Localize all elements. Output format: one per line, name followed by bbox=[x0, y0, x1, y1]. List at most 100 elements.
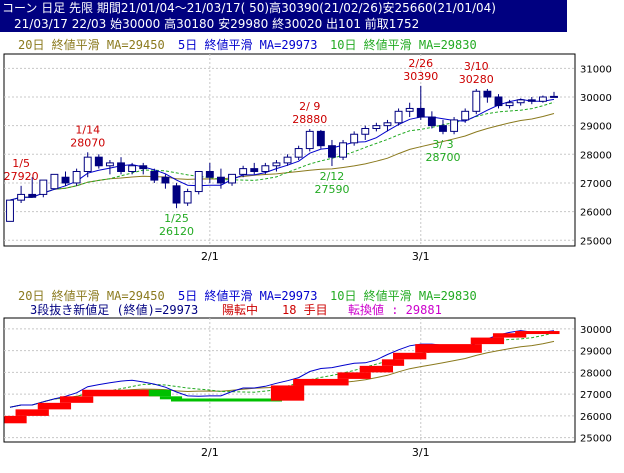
break-brick bbox=[293, 378, 349, 386]
candle-body bbox=[505, 102, 514, 107]
lower-ytick-label: 30000 bbox=[580, 325, 612, 336]
candle-body bbox=[328, 145, 336, 158]
lower-ytick-label: 26000 bbox=[580, 412, 612, 423]
candle-body bbox=[239, 168, 248, 175]
candle-body bbox=[483, 90, 492, 98]
break-brick bbox=[159, 396, 183, 400]
candle-body bbox=[17, 193, 26, 201]
candle-body bbox=[83, 156, 92, 172]
break-brick bbox=[492, 333, 527, 338]
candle-body bbox=[494, 96, 503, 107]
candle-body bbox=[105, 162, 114, 167]
upper-plot-frame bbox=[3, 53, 576, 247]
candle-body bbox=[305, 130, 314, 150]
ma20-line bbox=[9, 113, 555, 201]
annotation-value: 27590 bbox=[314, 183, 349, 196]
header-line-1: コーン 日足 先限 期間21/01/04〜21/03/17( 50)高30390… bbox=[0, 0, 567, 16]
candle-body bbox=[117, 162, 125, 172]
break-brick bbox=[337, 372, 371, 379]
header-line-2: 21/03/17 22/03 始30000 高30180 安29980 終300… bbox=[0, 16, 567, 32]
lower-y-ticks: 25000 26000 27000 28000 29000 30000 bbox=[580, 325, 612, 445]
break-brick bbox=[470, 337, 505, 345]
candle-body bbox=[183, 191, 192, 204]
break-brick bbox=[15, 409, 49, 416]
candle-body bbox=[39, 179, 48, 195]
candle-body bbox=[216, 176, 225, 184]
upper-legend-ma5: 5日 終値平滑 MA=29973 bbox=[178, 37, 317, 52]
upper-legend-ma10: 10日 終値平滑 MA=29830 bbox=[330, 37, 477, 52]
candle-body bbox=[72, 170, 81, 184]
break-brick bbox=[82, 389, 160, 397]
annotation-value: 30390 bbox=[403, 70, 438, 83]
candle-body bbox=[294, 148, 303, 158]
candle-body bbox=[228, 173, 236, 184]
candlesticks bbox=[6, 85, 558, 222]
break-brick bbox=[148, 389, 171, 397]
candle-body bbox=[550, 95, 558, 98]
chart-header: コーン 日足 先限 期間21/01/04〜21/03/17( 50)高30390… bbox=[0, 0, 624, 32]
candle-body bbox=[205, 170, 214, 178]
lower-legend-ma10: 10日 終値平滑 MA=29830 bbox=[330, 288, 477, 303]
upper-y-ticks: 25000 26000 27000 28000 29000 30000 31000 bbox=[580, 64, 612, 247]
lower-legend-ma5: 5日 終値平滑 MA=29973 bbox=[178, 288, 317, 303]
annotation-value: 26120 bbox=[159, 225, 194, 238]
break-brick bbox=[4, 415, 27, 424]
candle-body bbox=[538, 96, 547, 102]
upper-ytick-label: 26000 bbox=[580, 208, 612, 219]
lower-ytick-label: 28000 bbox=[580, 368, 612, 379]
break-bricks bbox=[4, 331, 560, 424]
ma10-line bbox=[9, 101, 555, 201]
candle-body bbox=[405, 107, 414, 112]
lower-ytick-label: 29000 bbox=[580, 347, 612, 358]
ma5-line bbox=[9, 98, 555, 201]
candle-body bbox=[527, 99, 536, 102]
candle-body bbox=[372, 125, 381, 130]
candle-body bbox=[194, 170, 203, 193]
break-brick bbox=[415, 344, 482, 353]
candle-body bbox=[250, 168, 259, 172]
upper-xtick-label: 2/1 bbox=[201, 250, 219, 263]
candle-body bbox=[61, 176, 70, 184]
annotation-date: 2/26 bbox=[408, 57, 433, 70]
candle-body bbox=[272, 162, 281, 167]
candle-body bbox=[472, 90, 481, 112]
break-brick bbox=[381, 359, 405, 366]
lower-xtick-label: 2/1 bbox=[201, 446, 219, 459]
upper-ytick-label: 31000 bbox=[580, 64, 612, 75]
annotation-date: 2/ 9 bbox=[299, 100, 320, 113]
lower-xtick-label: 3/1 bbox=[412, 446, 430, 459]
candle-body bbox=[516, 99, 525, 104]
candle-body bbox=[28, 193, 37, 198]
break-brick bbox=[170, 398, 282, 402]
upper-xtick-label: 3/1 bbox=[412, 250, 430, 263]
candle-body bbox=[383, 122, 392, 127]
candle-body bbox=[150, 170, 159, 181]
break-brick bbox=[515, 331, 560, 335]
candle-body bbox=[128, 165, 137, 172]
break-info-reversal: 転換値 : 29881 bbox=[348, 302, 442, 317]
annotation-value: 28070 bbox=[70, 136, 105, 149]
annotation-value: 27920 bbox=[4, 170, 39, 183]
candle-body bbox=[461, 110, 470, 121]
break-brick bbox=[359, 365, 394, 373]
break-info-status: 陽転中 bbox=[222, 302, 258, 317]
candle-body bbox=[172, 185, 181, 204]
candle-body bbox=[416, 107, 425, 118]
candle-body bbox=[94, 156, 103, 167]
candle-body bbox=[161, 176, 170, 184]
annotation-value: 28880 bbox=[292, 113, 327, 126]
lower-plot-frame bbox=[3, 317, 576, 443]
break-brick bbox=[37, 402, 72, 410]
upper-ytick-label: 27000 bbox=[580, 179, 612, 190]
candle-body bbox=[6, 199, 14, 222]
upper-grid bbox=[4, 54, 575, 246]
lower-x-ticks: 2/1 3/1 bbox=[201, 446, 430, 459]
candle-body bbox=[394, 110, 403, 124]
candle-body bbox=[283, 156, 292, 164]
candle-body bbox=[316, 130, 325, 147]
candle-body bbox=[339, 142, 348, 158]
annotation-date: 3/ 3 bbox=[432, 138, 453, 151]
break-info-value: 3段抜き新値足 (終値)=29973 bbox=[30, 302, 198, 317]
annotation-value: 28700 bbox=[425, 151, 460, 164]
